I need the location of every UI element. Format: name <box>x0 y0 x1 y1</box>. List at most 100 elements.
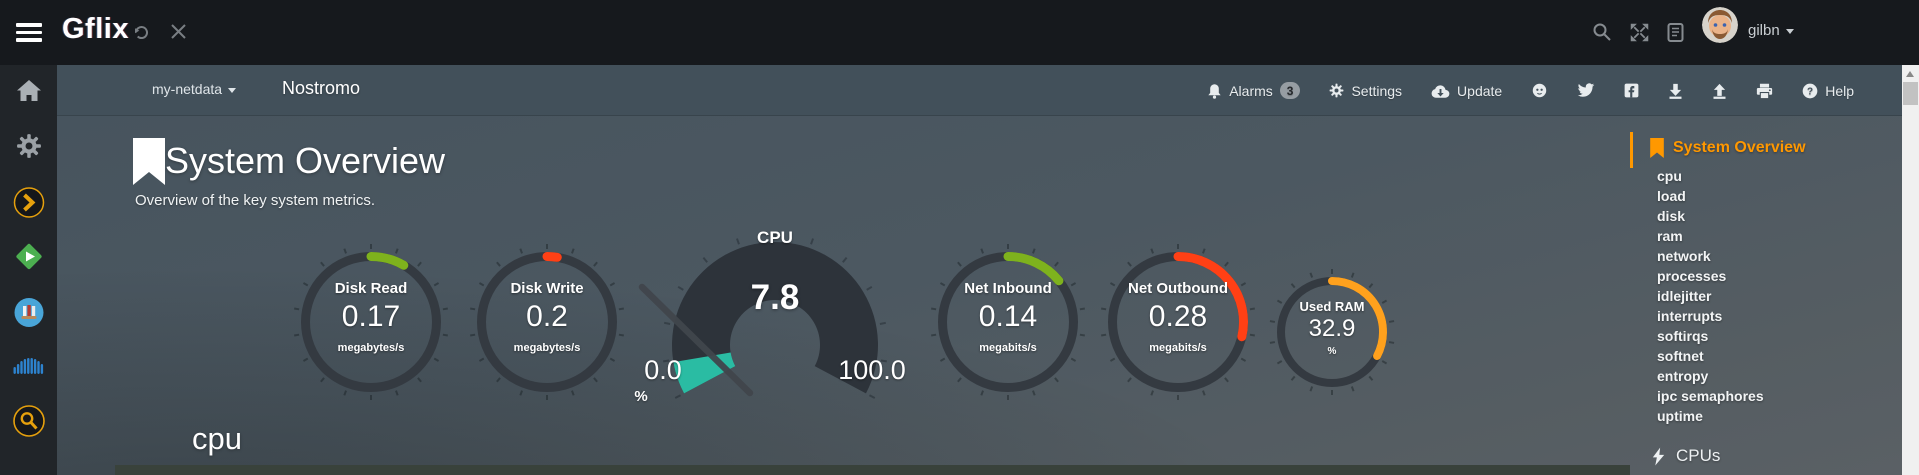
soundcloud-wave-icon[interactable] <box>12 355 45 377</box>
github-button[interactable] <box>1531 82 1548 99</box>
github-icon <box>1532 83 1547 98</box>
scrollbar-thumb[interactable] <box>1903 82 1918 105</box>
gauge-title: Used RAM <box>1299 299 1365 314</box>
navbar-actions: Alarms 3 Settings <box>1207 65 1854 116</box>
update-button[interactable]: Update <box>1431 83 1502 99</box>
scroll-up-arrow[interactable] <box>1906 71 1914 77</box>
gauge-dial <box>931 244 1085 400</box>
facebook-button[interactable] <box>1624 83 1639 98</box>
upload-icon <box>1713 83 1726 99</box>
toc-item-entropy[interactable]: entropy <box>1657 368 1709 384</box>
gauge-net-inbound[interactable]: Net Inbound 0.14 megabits/s <box>928 242 1088 402</box>
close-icon[interactable] <box>169 22 188 41</box>
toc-item-softirqs[interactable]: softirqs <box>1657 328 1709 344</box>
cpu-section-heading: cpu <box>192 421 242 456</box>
user-menu[interactable]: gilbn <box>1748 22 1794 39</box>
gauge-value: 32.9 <box>1308 315 1356 342</box>
host-selector-label: my-netdata <box>152 81 223 97</box>
gauge-units: megabytes/s <box>513 342 581 354</box>
avatar[interactable] <box>1702 7 1738 43</box>
gauge-title: Disk Read <box>334 280 408 297</box>
host-selector[interactable]: my-netdata <box>152 81 237 97</box>
download-icon <box>1669 83 1682 99</box>
toc-item-interrupts[interactable]: interrupts <box>1657 308 1723 324</box>
twitter-button[interactable] <box>1577 83 1595 98</box>
avatar-image <box>1702 7 1738 43</box>
gauge-dial <box>294 244 448 400</box>
changelog-icon[interactable] <box>1666 22 1685 43</box>
search-icon[interactable] <box>1592 22 1612 42</box>
toc-item-network[interactable]: network <box>1657 248 1711 264</box>
app-sidebar <box>0 65 57 475</box>
upload-button[interactable] <box>1712 83 1727 99</box>
bell-icon <box>1208 83 1221 99</box>
section-header: System Overview <box>133 138 445 185</box>
gauge-value: 0.17 <box>341 300 401 333</box>
settings-gear-icon[interactable] <box>16 133 42 159</box>
plex-icon[interactable] <box>13 187 44 218</box>
menu-button[interactable] <box>16 23 42 42</box>
gauge-title: Net Outbound <box>1128 280 1228 297</box>
brand-logo[interactable]: Gflix <box>62 13 129 45</box>
caret-down-icon <box>1785 28 1794 34</box>
twitter-icon <box>1577 83 1595 97</box>
toc-active-indicator <box>1630 132 1633 168</box>
download-button[interactable] <box>1668 83 1683 99</box>
toc-active-label: System Overview <box>1673 139 1806 156</box>
gauge-value: 0.28 <box>1148 300 1208 333</box>
gauge-used-ram[interactable]: Used RAM 32.9 % <box>1267 267 1397 397</box>
print-button[interactable] <box>1756 83 1773 99</box>
help-label: Help <box>1825 82 1854 99</box>
cpu-gauge-min: 0.0 <box>644 355 682 385</box>
gauge-units: megabits/s <box>1149 342 1207 354</box>
svg-text:?: ? <box>1807 86 1813 97</box>
bookmark-icon <box>133 138 165 185</box>
alarms-button[interactable]: Alarms 3 <box>1207 82 1301 99</box>
toc-item-uptime[interactable]: uptime <box>1657 408 1703 424</box>
toc-item-ipc-semaphores[interactable]: ipc semaphores <box>1657 388 1764 404</box>
fullscreen-icon[interactable] <box>1629 22 1650 43</box>
toc-item-cpu[interactable]: cpu <box>1657 168 1682 184</box>
gauge-cpu[interactable]: CPU 7.8 0.0 100.0 % <box>620 228 930 470</box>
gauge-disk-write[interactable]: Disk Write 0.2 megabytes/s <box>467 242 627 402</box>
toc-item-processes[interactable]: processes <box>1657 268 1727 284</box>
printer-icon <box>1757 83 1773 99</box>
refresh-icon[interactable] <box>131 22 152 43</box>
page-subtitle: Overview of the key system metrics. <box>135 192 376 209</box>
toc-cpus-label: CPUs <box>1676 446 1721 465</box>
toc-item-idlejitter[interactable]: idlejitter <box>1657 288 1712 304</box>
gauge-units: % <box>1327 346 1337 357</box>
toc-item-cpus[interactable]: CPUs <box>1652 446 1720 466</box>
toc-list: cpu load disk ram network processes idlejitter… <box>1657 166 1764 426</box>
caret-down-icon <box>228 87 237 93</box>
toc-sidebar: System Overview cpu load disk ram network pro… <box>1630 130 1902 475</box>
cpu-gauge-value: 7.8 <box>750 278 800 317</box>
emby-icon[interactable] <box>13 241 44 272</box>
home-icon[interactable] <box>16 79 41 102</box>
main-content: System Overview Overview of the key syst… <box>57 116 1902 475</box>
gauge-net-outbound[interactable]: Net Outbound 0.28 megabits/s <box>1098 242 1258 402</box>
chart-area-edge <box>115 465 1630 475</box>
toc-item-ram[interactable]: ram <box>1657 228 1683 244</box>
navbar: my-netdata Nostromo Alarms 3 <box>57 65 1902 116</box>
toc-item-disk[interactable]: disk <box>1657 208 1686 224</box>
user-name: gilbn <box>1748 22 1780 39</box>
facebook-icon <box>1624 83 1639 98</box>
alarms-badge: 3 <box>1279 82 1301 99</box>
cpu-gauge-dial <box>638 232 887 399</box>
toc-item-load[interactable]: load <box>1657 188 1686 204</box>
toc-item-system-overview[interactable]: System Overview <box>1650 138 1806 158</box>
gauge-units: megabits/s <box>979 342 1037 354</box>
alarms-label: Alarms <box>1229 82 1273 99</box>
gauge-units: megabytes/s <box>337 342 405 354</box>
gauge-dial <box>1269 269 1395 395</box>
library-books-icon[interactable] <box>13 297 44 328</box>
topbar: Gflix gilbn <box>0 0 1919 65</box>
help-button[interactable]: ? Help <box>1802 83 1854 99</box>
search-app-icon[interactable] <box>12 405 45 437</box>
update-label: Update <box>1457 82 1503 99</box>
toc-item-softnet[interactable]: softnet <box>1657 348 1704 364</box>
settings-button[interactable]: Settings <box>1329 83 1402 99</box>
gauge-disk-read[interactable]: Disk Read 0.17 megabytes/s <box>291 242 451 402</box>
scrollbar[interactable] <box>1902 65 1919 475</box>
